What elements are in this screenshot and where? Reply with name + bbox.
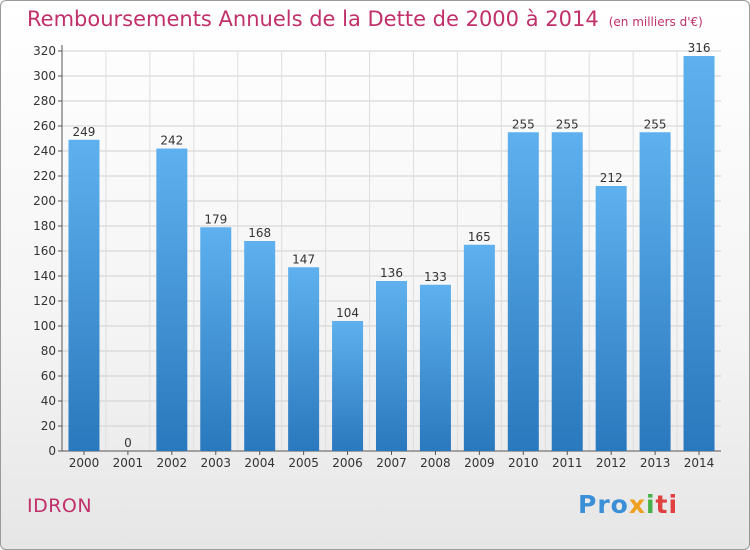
- bar-2011: [551, 132, 583, 451]
- x-tick-label: 2014: [684, 456, 715, 470]
- x-tick-label: 2001: [113, 456, 144, 470]
- y-tick-label: 260: [33, 119, 56, 133]
- bars: [68, 56, 715, 451]
- bar-2003: [200, 227, 232, 451]
- logo-part: x: [628, 490, 646, 519]
- bar-2010: [507, 132, 539, 451]
- y-tick-labels: 0 20 40 60 80 100 120 140 160 180 200 220 240 260 280 3…: [33, 44, 56, 458]
- y-tick-label: 160: [33, 244, 56, 258]
- y-tick-label: 0: [48, 444, 56, 458]
- y-tick-label: 140: [33, 269, 56, 283]
- x-tick-label: 2008: [420, 456, 451, 470]
- y-tick-label: 240: [33, 144, 56, 158]
- bar-2009: [463, 244, 495, 451]
- bar-2014: [683, 56, 715, 451]
- x-tick-label: 2011: [552, 456, 583, 470]
- bar-value-label: 104: [336, 306, 359, 320]
- x-tick-label: 2005: [288, 456, 319, 470]
- bar-value-label: 179: [204, 212, 227, 226]
- x-tick-label: 2010: [508, 456, 539, 470]
- x-tick-label: 2000: [69, 456, 100, 470]
- y-tick-label: 100: [33, 319, 56, 333]
- logo-part: Pro: [578, 490, 629, 519]
- bar-value-label: 255: [512, 117, 535, 131]
- y-tick-label: 120: [33, 294, 56, 308]
- x-tick-label: 2002: [157, 456, 188, 470]
- bar-value-label: 249: [73, 125, 96, 139]
- x-tick-label: 2007: [376, 456, 407, 470]
- bar-2013: [639, 132, 671, 451]
- bar-2007: [376, 281, 407, 451]
- x-tick-label: 2009: [464, 456, 495, 470]
- bar-2006: [332, 321, 364, 451]
- proxiti-logo: Proxiti: [578, 490, 678, 519]
- bar-2002: [156, 148, 188, 451]
- x-tick-label: 2004: [244, 456, 275, 470]
- chart-title: Remboursements Annuels de la Dette de 20…: [27, 7, 703, 31]
- bar-value-label: 165: [468, 230, 491, 244]
- chart-subtitle: (en milliers d'€): [608, 15, 703, 29]
- y-tick-label: 300: [33, 69, 56, 83]
- x-tick-label: 2013: [640, 456, 671, 470]
- commune-name: IDRON: [27, 495, 93, 517]
- bar-2004: [244, 241, 276, 451]
- y-tick-label: 20: [41, 419, 56, 433]
- y-tick-label: 40: [41, 394, 56, 408]
- bar-value-label: 147: [292, 252, 315, 266]
- y-tick-label: 220: [33, 169, 56, 183]
- y-tick-label: 60: [41, 369, 56, 383]
- bar-value-label: 168: [248, 226, 271, 240]
- value-labels: 249 0 242 179 168 147 104 136 133 165 255 255 212 255…: [73, 41, 711, 450]
- bar-value-label: 255: [556, 117, 579, 131]
- bar-value-label: 212: [600, 171, 623, 185]
- bar-value-label: 136: [380, 266, 403, 280]
- x-tick-label: 2012: [596, 456, 627, 470]
- bar-2005: [288, 267, 320, 451]
- y-tick-label: 80: [41, 344, 56, 358]
- bar-2000: [68, 139, 100, 451]
- bar-2008: [419, 284, 451, 451]
- logo-part: ti: [655, 490, 679, 519]
- bar-2012: [595, 186, 627, 451]
- bar-value-label: 133: [424, 270, 447, 284]
- bar-value-label: 255: [644, 117, 667, 131]
- bar-value-label: 0: [124, 436, 132, 450]
- bar-value-label: 316: [688, 41, 711, 55]
- x-tick-label: 2006: [332, 456, 363, 470]
- x-tick-label: 2003: [200, 456, 231, 470]
- y-tick-label: 180: [33, 219, 56, 233]
- y-tick-label: 200: [33, 194, 56, 208]
- y-tick-label: 280: [33, 94, 56, 108]
- bar-value-label: 242: [160, 134, 183, 148]
- logo-part: i: [645, 490, 656, 519]
- y-tick-label: 320: [33, 44, 56, 58]
- x-tick-labels: 2000 2001 2002 2003 2004 2005 2006 2007 2008 2009…: [69, 456, 715, 470]
